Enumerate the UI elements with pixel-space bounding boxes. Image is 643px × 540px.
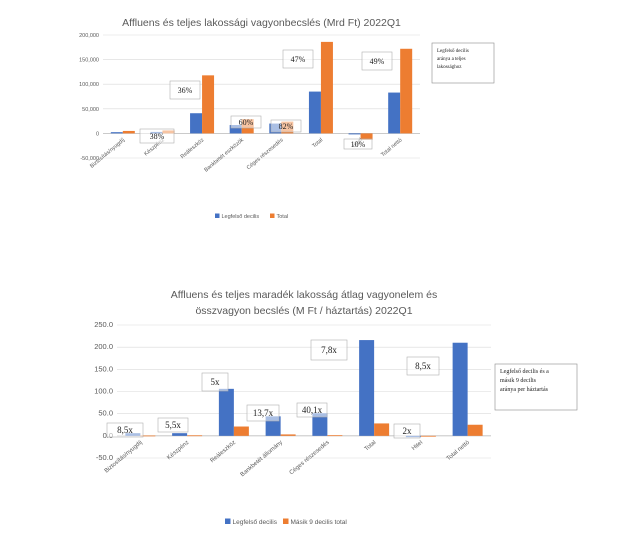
annotation-box (230, 115, 262, 129)
x-category-label: Bankbetét eszközök (203, 137, 245, 173)
x-category-label: Reáleszköz (180, 137, 206, 160)
annotation-label: 40,1x (302, 405, 323, 415)
x-category-label: Total (364, 440, 378, 453)
note-box (494, 363, 578, 411)
chart-title: Affluens és teljes lakossági vagyonbecsl… (122, 17, 401, 29)
y-tick-label: 100,000 (79, 82, 99, 88)
bar-top-decile (359, 340, 375, 436)
annotation-box (169, 80, 201, 100)
note-text: Legfelső decilis (437, 49, 469, 54)
annotation-label: 5,5x (165, 420, 181, 430)
y-tick-label: -50.0 (96, 453, 113, 462)
legend-swatch (215, 213, 220, 218)
legend-swatch (283, 518, 289, 524)
chart-1: Affluens és teljes lakossági vagyonbecsl… (79, 17, 495, 220)
y-tick-label: 0 (96, 131, 99, 137)
bar-total (140, 435, 156, 437)
note-text: másik 9 decilis (500, 378, 537, 384)
legend-swatch (225, 518, 231, 524)
annotation-box (296, 402, 328, 418)
bar-top-decile (348, 133, 361, 135)
annotation-label: 82% (279, 122, 294, 131)
chart-title: Affluens és teljes maradék lakosság átla… (171, 289, 438, 301)
bar-total (202, 75, 215, 134)
note-text: aránya a teljes (437, 57, 466, 62)
annotation-box (406, 356, 440, 376)
annotation-label: 8,5x (117, 425, 133, 435)
bar-top-decile (229, 125, 242, 134)
annotation-label: 13,7x (253, 408, 274, 418)
bar-total (374, 423, 390, 436)
note-text: lakossághoz (437, 65, 462, 70)
bar-total (327, 435, 343, 437)
bar-total (280, 434, 296, 436)
legend-entry: Másik 9 decilis total (291, 519, 348, 526)
legend-entry: Total (277, 214, 289, 220)
bar-total (122, 130, 135, 134)
bar-top-decile (110, 132, 123, 134)
annotation-label: 8,5x (415, 361, 431, 371)
legend-swatch (270, 213, 275, 218)
y-tick-label: 150,000 (79, 58, 99, 64)
bar-top-decile (452, 342, 468, 436)
annotation-box (393, 423, 421, 439)
y-tick-label: 200.0 (94, 342, 113, 351)
bar-top-decile (218, 388, 234, 436)
x-category-label: Biztosítás/nyugdíj (89, 137, 126, 169)
annotation-box (270, 119, 302, 133)
y-tick-label: -50,000 (80, 156, 99, 162)
bar-total (360, 133, 373, 140)
annotation-box (139, 128, 175, 144)
y-tick-label: 50.0 (98, 409, 113, 418)
annotation-box (157, 417, 189, 433)
annotation-box (361, 51, 393, 71)
annotation-box (246, 404, 280, 422)
bar-total (420, 435, 436, 437)
annotation-label: 10% (351, 140, 366, 149)
bar-total (233, 426, 249, 436)
x-category-label: Total nettó (446, 439, 472, 462)
annotation-label: 5x (211, 377, 221, 387)
x-category-label: Hitel (411, 440, 424, 452)
annotation-label: 60% (239, 118, 254, 127)
bar-total (320, 41, 333, 134)
note-box (431, 42, 495, 84)
x-category-label: Total nettó (380, 137, 403, 158)
annotation-label: 7,8x (321, 345, 337, 355)
bar-top-decile (190, 113, 203, 134)
x-category-label: Céges részesedés (246, 137, 285, 171)
annotation-label: 38% (150, 132, 165, 141)
bar-top-decile (312, 413, 328, 436)
chart-title: összvagyon becslés (M Ft / háztartás) 20… (195, 305, 412, 317)
annotation-box (201, 372, 229, 392)
annotation-box (106, 422, 144, 438)
annotation-label: 2x (403, 426, 413, 436)
bar-top-decile (308, 91, 321, 134)
legend-entry: Legfelső decilis (233, 519, 278, 526)
y-tick-label: 150.0 (94, 364, 113, 373)
chart-2: Affluens és teljes maradék lakosság átla… (94, 289, 578, 526)
y-tick-label: 100.0 (94, 387, 113, 396)
bar-total (467, 424, 483, 436)
y-tick-label: 250.0 (94, 320, 113, 329)
note-text: Legfelső decilis és a (500, 368, 549, 375)
annotation-box (343, 138, 373, 150)
legend-entry: Legfelső decilis (222, 214, 260, 220)
annotation-label: 49% (370, 57, 385, 66)
x-category-label: Reáleszköz (210, 440, 238, 465)
annotation-box (282, 49, 314, 69)
bar-top-decile (388, 92, 401, 134)
y-tick-label: 50,000 (82, 107, 99, 113)
bar-top-decile (172, 433, 188, 436)
annotation-box (310, 339, 348, 361)
annotation-label: 36% (178, 86, 193, 95)
x-category-label: Bankbetét állomány (240, 440, 284, 478)
x-category-label: Total (311, 137, 324, 149)
bar-total (187, 435, 203, 437)
annotation-label: 47% (291, 55, 306, 64)
y-tick-label: 200,000 (79, 33, 99, 39)
bar-total (400, 48, 413, 134)
note-text: aránya per háztartás (500, 387, 549, 393)
